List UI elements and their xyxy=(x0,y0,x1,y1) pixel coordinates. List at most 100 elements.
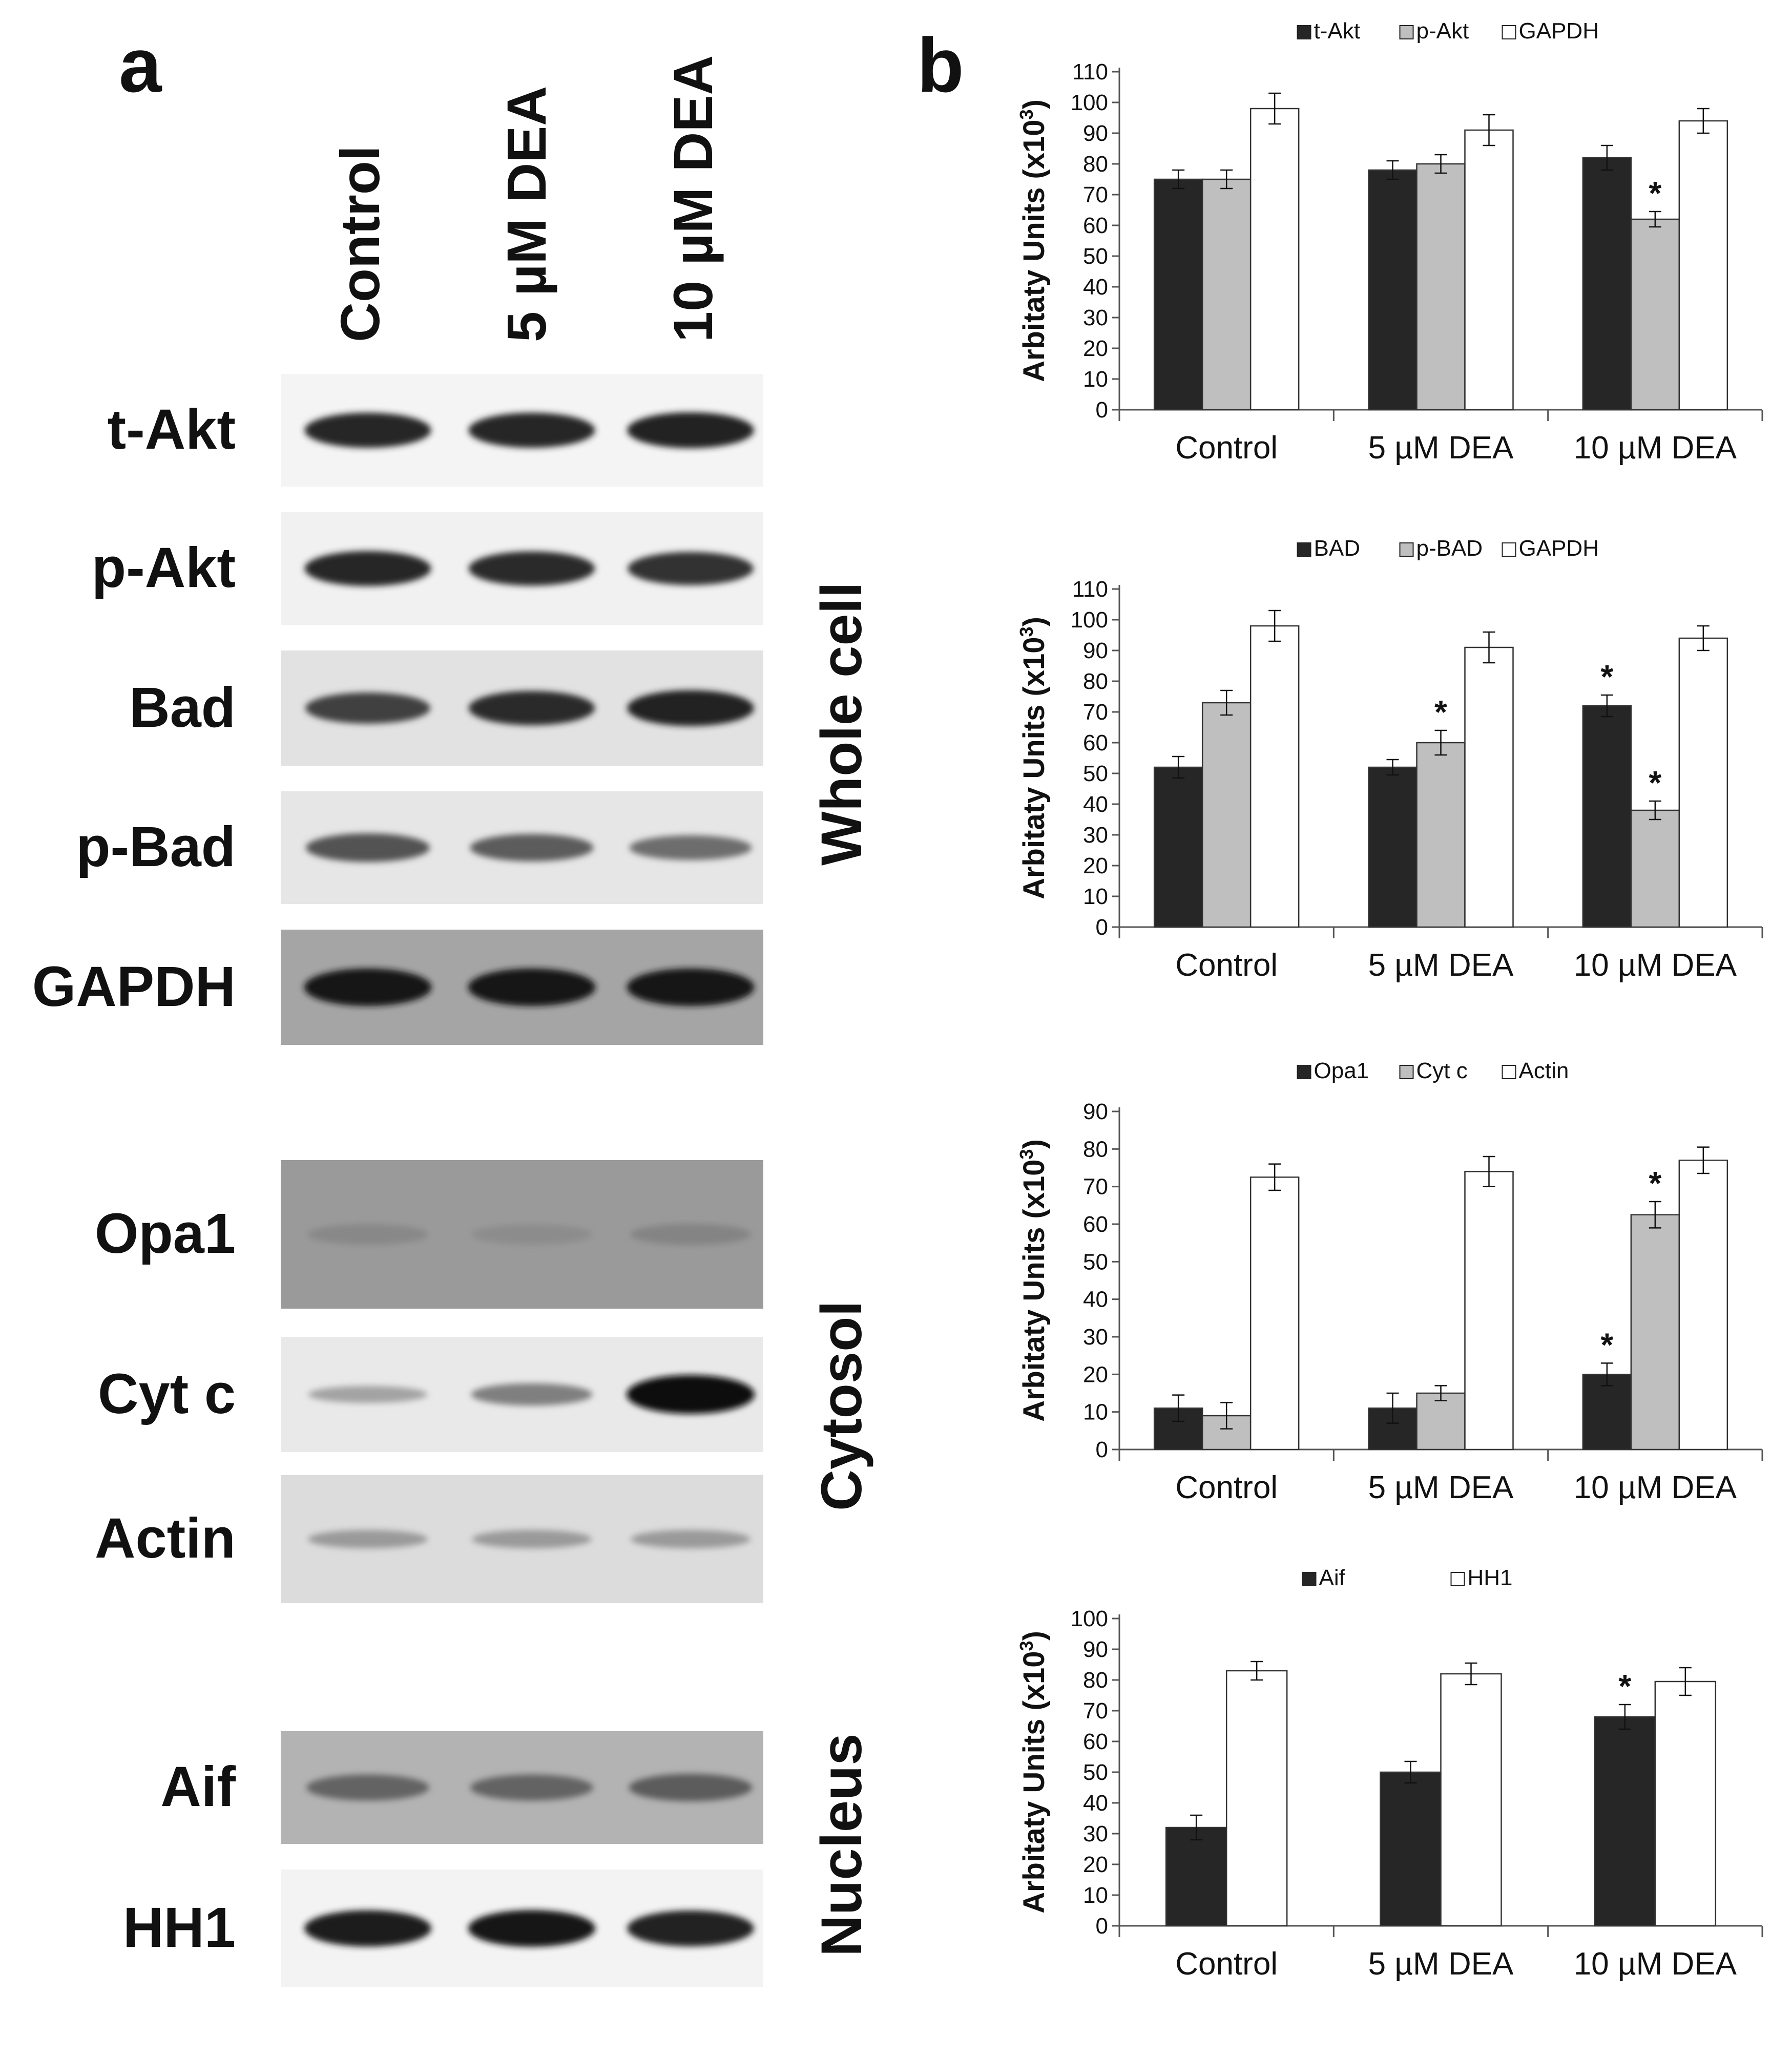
bar xyxy=(1368,169,1418,411)
blot-band xyxy=(307,1224,428,1245)
y-axis-label: Arbitaty Units (x103) xyxy=(1016,617,1051,899)
bar xyxy=(1368,766,1418,928)
blot-band xyxy=(470,1774,593,1801)
blot-band xyxy=(629,835,752,860)
bar xyxy=(1249,1176,1300,1451)
legend-label: Opa1 xyxy=(1314,1058,1369,1083)
panel-a-letter: a xyxy=(119,22,162,108)
y-tick-label: 90 xyxy=(1083,1637,1108,1662)
blot-band xyxy=(629,1774,753,1801)
blot-strip xyxy=(281,930,763,1045)
bar xyxy=(1225,1670,1288,1927)
y-tick-label: 60 xyxy=(1083,1729,1108,1754)
bar xyxy=(1678,637,1728,928)
legend-swatch xyxy=(1502,542,1516,557)
legend-label: Actin xyxy=(1519,1058,1569,1083)
y-axis-label: Arbitaty Units (x103) xyxy=(1016,99,1051,382)
chart-legend: Opa1 Cyt c Actin xyxy=(1297,1058,1569,1083)
error-bar xyxy=(1268,1163,1281,1191)
blot-label: Cyt c xyxy=(98,1362,236,1425)
error-bar xyxy=(1220,1402,1233,1430)
legend-swatch xyxy=(1399,542,1414,557)
lane-header-10um: 10 µM DEA xyxy=(662,55,724,342)
significance-star: * xyxy=(1649,764,1661,801)
error-bar xyxy=(1649,211,1661,228)
error-bar xyxy=(1483,114,1495,146)
y-tick-label: 0 xyxy=(1096,397,1108,423)
x-tick-label: 10 µM DEA xyxy=(1574,1946,1737,1982)
x-tick-label: 10 µM DEA xyxy=(1574,430,1737,466)
blot-band xyxy=(468,968,596,1006)
bar xyxy=(1678,1160,1728,1451)
error-bar xyxy=(1697,108,1710,134)
blot-label: p-Bad xyxy=(76,815,236,878)
x-tick-label: Control xyxy=(1175,948,1278,983)
error-bar xyxy=(1697,625,1710,652)
bar xyxy=(1630,1214,1680,1451)
bar xyxy=(1249,625,1300,928)
bar-chart-akt: t-Akt p-Akt GAPDH 0 10 20 30 40 50 60 70 80 90 100 110… xyxy=(1004,10,1783,512)
y-tick-label: 70 xyxy=(1083,1174,1108,1200)
error-bar xyxy=(1172,1394,1185,1422)
blot-strip xyxy=(281,512,763,625)
error-bar xyxy=(1268,610,1281,642)
panel-b-letter: b xyxy=(917,22,964,108)
blot-band xyxy=(628,552,754,585)
blot-band xyxy=(468,551,595,586)
error-bar xyxy=(1697,1146,1710,1174)
legend-swatch xyxy=(1450,1572,1465,1586)
bar xyxy=(1416,742,1466,928)
error-bar xyxy=(1483,1155,1495,1187)
x-tick-label: 5 µM DEA xyxy=(1368,430,1514,466)
blot-strip xyxy=(281,374,763,487)
bar xyxy=(1165,1826,1227,1927)
bar xyxy=(1380,1771,1442,1927)
legend-swatch xyxy=(1399,1065,1414,1079)
bar xyxy=(1153,178,1203,411)
legend-label: t-Akt xyxy=(1314,18,1360,44)
blot-label: Opa1 xyxy=(94,1202,236,1265)
blot-band xyxy=(468,691,595,725)
blot-label: Actin xyxy=(95,1507,236,1570)
y-tick-label: 30 xyxy=(1083,823,1108,848)
error-bar xyxy=(1386,1392,1399,1424)
y-tick-label: 80 xyxy=(1083,152,1108,177)
bar xyxy=(1153,766,1203,928)
chart-legend: BAD p-BAD GAPDH xyxy=(1297,536,1599,561)
blot-strip xyxy=(281,1475,763,1603)
chart-legend: Aif HH1 xyxy=(1302,1565,1513,1590)
blot-strip xyxy=(281,1160,763,1309)
error-bar xyxy=(1434,1385,1447,1401)
y-tick-label: 90 xyxy=(1083,638,1108,663)
blot-band xyxy=(468,412,595,448)
y-tick-label: 90 xyxy=(1083,121,1108,146)
legend-swatch xyxy=(1297,25,1311,39)
blot-band xyxy=(630,1224,752,1245)
blot-label: t-Akt xyxy=(107,398,236,461)
blot-label: Bad xyxy=(129,676,236,739)
y-tick-label: 20 xyxy=(1083,1362,1108,1387)
blot-label: HH1 xyxy=(122,1896,236,1959)
bar xyxy=(1594,1716,1656,1927)
y-tick-label: 40 xyxy=(1083,275,1108,300)
bar-chart-nucleus: Aif HH1 0 10 20 30 40 50 60 70 80 90 100 Arbitaty Uni… xyxy=(1004,1557,1783,2059)
blot-strip xyxy=(281,1337,763,1452)
y-tick-label: 50 xyxy=(1083,761,1108,786)
lane-header-control: Control xyxy=(329,145,391,342)
y-tick-label: 10 xyxy=(1083,884,1108,909)
bar xyxy=(1440,1673,1502,1927)
error-bar xyxy=(1404,1760,1417,1784)
significance-star: * xyxy=(1618,1668,1631,1705)
blot-band xyxy=(627,968,755,1006)
blot-band xyxy=(471,1383,593,1406)
blot-band xyxy=(306,1774,429,1801)
y-tick-label: 80 xyxy=(1083,669,1108,694)
y-tick-label: 90 xyxy=(1083,1099,1108,1124)
blot-band xyxy=(471,1224,592,1245)
fraction-nucleus: Nucleus xyxy=(809,1733,873,1957)
y-tick-label: 70 xyxy=(1083,700,1108,725)
legend-swatch xyxy=(1302,1572,1317,1586)
bar xyxy=(1654,1680,1717,1927)
bar xyxy=(1416,163,1466,411)
y-axis-label: Arbitaty Units (x103) xyxy=(1016,1139,1051,1422)
